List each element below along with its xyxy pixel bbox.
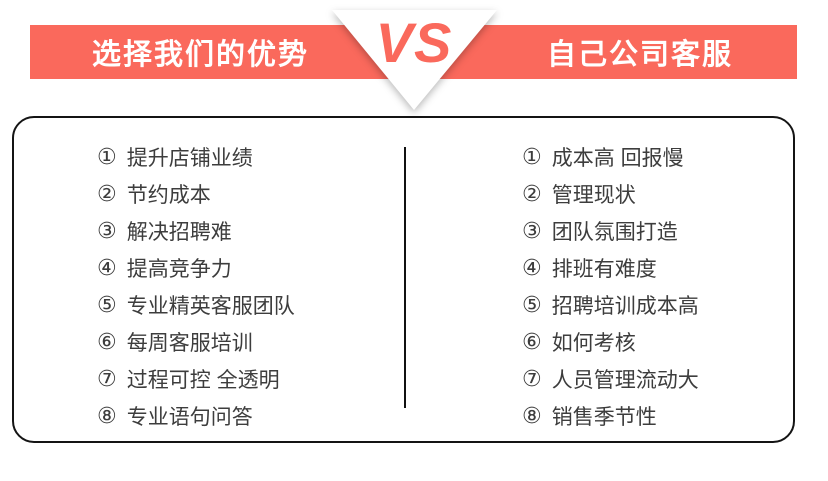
item-text: 提升店铺业绩	[126, 146, 253, 170]
advantages-header-band: 选择我们的优势	[30, 25, 393, 79]
list-item: ② 节约成本	[97, 175, 295, 212]
inverted-triangle-icon	[332, 10, 497, 110]
item-number: ⑤	[97, 291, 117, 317]
item-text: 提高竞争力	[126, 257, 232, 281]
item-text: 排班有难度	[551, 257, 657, 281]
list-item: ③ 团队氛围打造	[522, 212, 699, 249]
list-item: ③ 解决招聘难	[97, 212, 295, 249]
list-item: ⑧ 专业语句问答	[97, 397, 295, 434]
list-item: ⑦ 人员管理流动大	[522, 360, 699, 397]
list-item: ② 管理现状	[522, 175, 699, 212]
item-number: ⑤	[522, 291, 542, 317]
item-text: 人员管理流动大	[551, 368, 699, 392]
item-number: ⑥	[522, 328, 542, 354]
advantages-list: ① 提升店铺业绩 ② 节约成本 ③ 解决招聘难 ④ 提高竞争力 ⑤ 专业精英客服团队 ⑥ 每周客服培训…	[97, 138, 295, 434]
item-number: ⑦	[97, 365, 117, 391]
item-text: 成本高 回报慢	[551, 146, 684, 170]
item-number: ④	[97, 254, 117, 280]
comparison-card: ① 提升店铺业绩 ② 节约成本 ③ 解决招聘难 ④ 提高竞争力 ⑤ 专业精英客服团队 ⑥ 每周客服培训…	[12, 116, 795, 443]
vs-badge: VS	[324, 2, 504, 120]
vs-label: VS	[375, 11, 453, 74]
item-number: ⑦	[522, 365, 542, 391]
list-item: ⑤ 专业精英客服团队	[97, 286, 295, 323]
item-text: 招聘培训成本高	[551, 294, 699, 318]
own-company-header-band: 自己公司客服	[437, 25, 797, 79]
item-text: 团队氛围打造	[551, 220, 678, 244]
item-number: ④	[522, 254, 542, 280]
item-text: 管理现状	[551, 183, 636, 207]
item-text: 专业语句问答	[126, 405, 253, 429]
item-number: ②	[97, 180, 117, 206]
item-text: 销售季节性	[551, 405, 657, 429]
list-item: ⑦ 过程可控 全透明	[97, 360, 295, 397]
item-text: 专业精英客服团队	[126, 294, 295, 318]
list-item: ④ 排班有难度	[522, 249, 699, 286]
list-item: ⑧ 销售季节性	[522, 397, 699, 434]
list-item: ⑥ 每周客服培训	[97, 323, 295, 360]
item-number: ①	[97, 143, 117, 169]
item-number: ②	[522, 180, 542, 206]
advantages-header-title: 选择我们的优势	[91, 39, 309, 71]
item-text: 解决招聘难	[126, 220, 232, 244]
list-item: ④ 提高竞争力	[97, 249, 295, 286]
item-number: ①	[522, 143, 542, 169]
item-number: ⑧	[97, 402, 117, 428]
item-number: ⑧	[522, 402, 542, 428]
item-text: 节约成本	[126, 183, 211, 207]
list-item: ① 提升店铺业绩	[97, 138, 295, 175]
list-item: ⑤ 招聘培训成本高	[522, 286, 699, 323]
list-item: ⑥ 如何考核	[522, 323, 699, 360]
item-text: 如何考核	[551, 331, 636, 355]
own-company-list: ① 成本高 回报慢 ② 管理现状 ③ 团队氛围打造 ④ 排班有难度 ⑤ 招聘培训成本高 ⑥ 如何考核 ⑦…	[522, 138, 699, 434]
item-number: ⑥	[97, 328, 117, 354]
list-item: ① 成本高 回报慢	[522, 138, 699, 175]
item-number: ③	[97, 217, 117, 243]
item-number: ③	[522, 217, 542, 243]
own-company-header-title: 自己公司客服	[546, 39, 733, 71]
item-text: 每周客服培训	[126, 331, 253, 355]
column-divider	[404, 147, 406, 408]
item-text: 过程可控 全透明	[126, 368, 280, 392]
